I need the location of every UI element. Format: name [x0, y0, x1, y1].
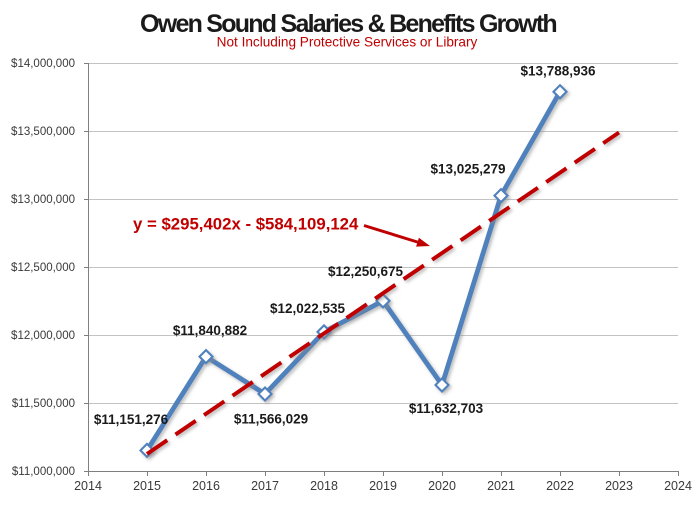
svg-text:2019: 2019	[369, 479, 397, 493]
svg-text:$11,840,882: $11,840,882	[173, 323, 247, 338]
svg-text:y = $295,402x - $584,109,124: y = $295,402x - $584,109,124	[133, 215, 359, 234]
svg-text:$13,025,279: $13,025,279	[430, 162, 505, 177]
svg-text:2021: 2021	[487, 479, 515, 493]
svg-text:2017: 2017	[251, 479, 279, 493]
svg-text:$11,000,000: $11,000,000	[12, 466, 75, 478]
svg-text:$13,788,936: $13,788,936	[520, 64, 596, 79]
svg-text:$13,000,000: $13,000,000	[11, 194, 75, 206]
svg-text:$12,250,675: $12,250,675	[328, 264, 404, 279]
svg-text:$11,632,703: $11,632,703	[409, 401, 484, 416]
svg-text:Not Including Protective Servi: Not Including Protective Services or Lib…	[217, 35, 478, 50]
svg-text:2018: 2018	[310, 479, 338, 493]
svg-text:2015: 2015	[133, 479, 161, 493]
svg-text:$12,000,000: $12,000,000	[11, 330, 75, 342]
svg-text:Owen Sound Salaries & Benefits: Owen Sound Salaries & Benefits Growth	[140, 10, 556, 38]
svg-text:2022: 2022	[546, 479, 574, 493]
svg-text:2016: 2016	[192, 479, 220, 493]
svg-text:2024: 2024	[664, 479, 692, 493]
svg-text:2014: 2014	[74, 479, 102, 493]
svg-text:$12,500,000: $12,500,000	[11, 262, 75, 274]
svg-text:$13,500,000: $13,500,000	[11, 126, 75, 138]
svg-text:2023: 2023	[605, 479, 633, 493]
svg-text:$11,566,029: $11,566,029	[234, 412, 308, 427]
svg-text:$11,500,000: $11,500,000	[12, 398, 75, 410]
svg-text:$14,000,000: $14,000,000	[11, 58, 75, 70]
svg-text:$12,022,535: $12,022,535	[270, 301, 346, 316]
svg-text:$11,151,276: $11,151,276	[94, 412, 169, 427]
svg-text:2020: 2020	[428, 479, 456, 493]
